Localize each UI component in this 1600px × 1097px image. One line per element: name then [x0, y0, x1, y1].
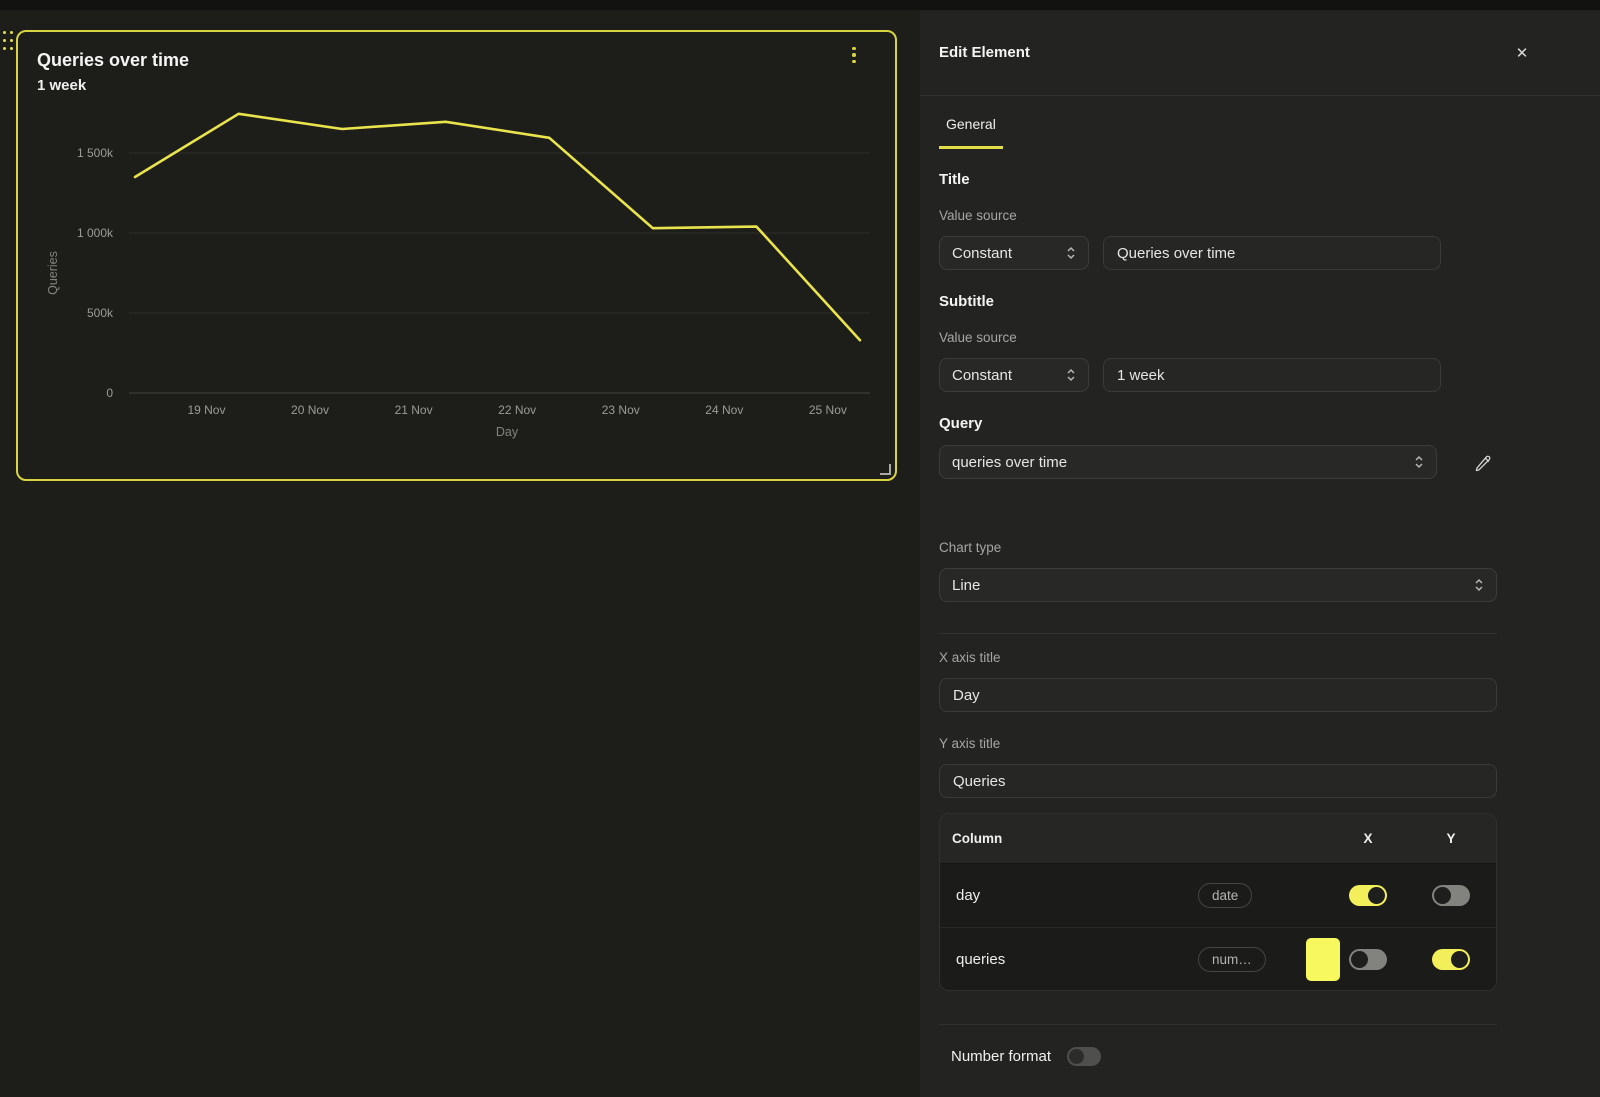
chevron-updown-icon: [1067, 246, 1075, 260]
subtitle-section-heading: Subtitle: [939, 293, 994, 310]
x-axis-title-label: X axis title: [939, 650, 1001, 665]
columns-table: Column X Y day date queries num…: [939, 813, 1497, 991]
chart-panel[interactable]: 0 500k 1 000k 1 500k 19 Nov 20 Nov 21 Nov 22 No…: [16, 30, 897, 481]
column-header: Column: [952, 831, 1003, 846]
editor-title: Edit Element: [939, 44, 1030, 61]
queries-series-line: [133, 112, 862, 342]
x-axis-toggle[interactable]: [1349, 949, 1387, 970]
column-type-badge: num…: [1198, 946, 1266, 972]
chevron-updown-icon: [1475, 578, 1483, 592]
line-chart-svg: 0 500k 1 000k 1 500k 19 Nov 20 Nov 21 Nov 22 No…: [46, 112, 870, 439]
y-tick-label: 0: [106, 386, 113, 400]
panel-drag-handle-icon[interactable]: [3, 31, 15, 53]
y-axis-title: Queries: [46, 251, 60, 295]
divider: [939, 1024, 1497, 1025]
number-format-row: Number format: [939, 1047, 1497, 1066]
divider: [939, 633, 1497, 634]
subtitle-value-input[interactable]: [1103, 358, 1441, 392]
value-source-label: Value source: [939, 330, 1017, 345]
table-row: queries num…: [940, 927, 1496, 990]
chevron-updown-icon: [1415, 455, 1423, 469]
y-tick-label: 1 500k: [77, 146, 114, 160]
close-button[interactable]: ✕: [1510, 42, 1534, 66]
subtitle-source-select[interactable]: Constant: [939, 358, 1089, 392]
edit-query-button[interactable]: [1468, 447, 1497, 477]
query-select[interactable]: queries over time: [939, 445, 1437, 479]
close-icon: ✕: [1515, 45, 1529, 62]
series-color-swatch[interactable]: [1306, 938, 1340, 981]
x-header: X: [1363, 831, 1373, 846]
y-axis-title-input[interactable]: [939, 764, 1497, 798]
x-axis-title: Day: [496, 425, 519, 439]
y-axis-toggle[interactable]: [1432, 885, 1470, 906]
dashboard-canvas[interactable]: 0 500k 1 000k 1 500k 19 Nov 20 Nov 21 Nov 22 No…: [0, 10, 920, 1097]
chart-title: Queries over time: [37, 50, 190, 70]
tab-bar: General: [920, 96, 1600, 149]
title-section-heading: Title: [939, 171, 970, 188]
columns-table-rows: day date queries num…: [940, 864, 1496, 990]
tab-general[interactable]: General: [939, 116, 1003, 149]
number-format-label: Number format: [951, 1048, 1052, 1065]
columns-table-header: Column X Y: [940, 814, 1496, 864]
editor-content: Title Value source Constant Subtitle Val…: [920, 171, 1516, 1066]
x-axis-title-input[interactable]: [939, 678, 1497, 712]
chart-type-label: Chart type: [939, 540, 1002, 555]
value-source-label: Value source: [939, 208, 1017, 223]
top-strip: [0, 0, 1600, 10]
x-tick-label: 21 Nov: [395, 403, 433, 417]
query-section-heading: Query: [939, 415, 983, 432]
panel-resize-handle[interactable]: [880, 464, 891, 475]
column-name: day: [956, 887, 981, 904]
y-axis-title-label: Y axis title: [939, 736, 1001, 751]
x-tick-label: 23 Nov: [602, 403, 640, 417]
editor-header: Edit Element ✕: [920, 10, 1600, 96]
x-tick-label: 19 Nov: [187, 403, 225, 417]
table-row: day date: [940, 864, 1496, 927]
x-tick-label: 20 Nov: [291, 403, 329, 417]
pencil-icon: [1475, 455, 1491, 471]
chart-subtitle: 1 week: [37, 77, 87, 94]
x-tick-label: 22 Nov: [498, 403, 536, 417]
x-tick-label: 24 Nov: [705, 403, 743, 417]
chevron-updown-icon: [1067, 368, 1075, 382]
edit-element-panel: Edit Element ✕ General Title Value sourc…: [920, 10, 1600, 1097]
kebab-icon: [852, 46, 856, 51]
y-header: Y: [1446, 831, 1456, 846]
x-axis-toggle[interactable]: [1349, 885, 1387, 906]
number-format-toggle[interactable]: [1067, 1047, 1102, 1066]
y-axis-toggle[interactable]: [1432, 949, 1470, 970]
y-tick-label: 500k: [87, 306, 114, 320]
title-value-input[interactable]: [1103, 236, 1441, 270]
column-type-badge: date: [1198, 883, 1253, 908]
chart-type-select[interactable]: Line: [939, 568, 1497, 602]
column-name: queries: [956, 950, 1006, 968]
title-source-select[interactable]: Constant: [939, 236, 1089, 270]
x-tick-label: 25 Nov: [809, 403, 847, 417]
panel-menu-button[interactable]: [845, 44, 863, 66]
y-tick-label: 1 000k: [77, 226, 114, 240]
